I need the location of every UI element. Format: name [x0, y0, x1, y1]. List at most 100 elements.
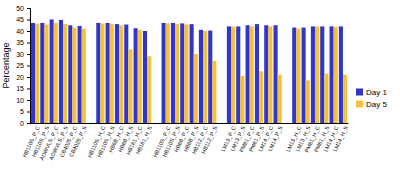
y-tick-label: 20: [16, 74, 24, 81]
bar: [175, 24, 179, 123]
bar: [311, 26, 315, 123]
bar: [35, 24, 39, 123]
y-tick-label: 50: [16, 5, 24, 12]
y-tick-label: 0: [20, 120, 24, 127]
bar: [54, 23, 58, 123]
bars: [31, 20, 347, 124]
bar: [134, 28, 138, 123]
y-tick-mark: [27, 66, 30, 67]
x-tick: CB4025_P_S: [68, 123, 88, 158]
bar: [343, 75, 347, 123]
y-tick: 50: [16, 5, 30, 12]
legend-swatch: [356, 89, 363, 96]
bar: [302, 28, 306, 123]
y-tick-label: 35: [16, 39, 24, 46]
bar: [96, 23, 100, 123]
y-tick-mark: [27, 8, 30, 9]
x-tick-label: LM14_H_S: [332, 125, 349, 153]
bar: [320, 26, 324, 123]
y-tick-label: 5: [20, 108, 24, 115]
bar: [31, 23, 35, 123]
bar: [162, 23, 166, 123]
bar: [231, 26, 235, 123]
y-tick-mark: [27, 54, 30, 55]
bar: [119, 25, 123, 123]
legend-label: Day 5: [366, 100, 387, 109]
x-tick: HB161_H_S: [135, 123, 153, 155]
y-tick-label: 30: [16, 51, 24, 58]
y-tick: 25: [16, 62, 30, 69]
y-tick-label: 45: [16, 16, 24, 23]
y-tick-mark: [27, 31, 30, 32]
bar: [184, 25, 188, 123]
bar: [255, 24, 259, 123]
bar: [124, 25, 128, 123]
bar: [143, 31, 147, 123]
bar: [82, 29, 86, 123]
y-tick-mark: [27, 112, 30, 113]
bar: [315, 26, 319, 123]
series-bars: [31, 20, 343, 124]
y-tick-mark: [27, 100, 30, 101]
bar: [324, 74, 328, 123]
bar: [212, 61, 216, 123]
bar: [250, 26, 254, 123]
y-tick-label: 15: [16, 85, 24, 92]
bar: [78, 26, 82, 123]
legend-label: Day 1: [366, 88, 387, 97]
bar: [110, 24, 114, 123]
bar: [339, 26, 343, 123]
bar: [128, 49, 132, 123]
x-axis: HB110S_P_CHB110S_P_SADWVLS_P_CADWVLS_P_S…: [21, 123, 349, 161]
x-tick-label: HB161_H_S: [135, 125, 153, 156]
y-tick-label: 10: [16, 97, 24, 104]
bar: [264, 25, 268, 123]
bar: [203, 31, 207, 123]
y-tick-mark: [27, 89, 30, 90]
bar: [240, 76, 244, 123]
x-tick-label: CB4025_P_S: [68, 125, 88, 158]
bar: [180, 23, 184, 123]
y-tick: 20: [16, 74, 30, 81]
bar: [171, 23, 175, 123]
bar: [194, 54, 198, 123]
y-tick: 45: [16, 16, 30, 23]
bar: [227, 26, 231, 123]
bar: [166, 23, 170, 123]
y-tick-label: 40: [16, 28, 24, 35]
bar: [208, 31, 212, 123]
y-tick: 35: [16, 39, 30, 46]
bar: [44, 25, 48, 123]
bar: [274, 25, 278, 123]
bar: [199, 30, 203, 123]
bar: [40, 23, 44, 123]
y-tick: 15: [16, 85, 30, 92]
chart: 0 5 10 15 20 25 30 35 40 45 50 HB110S_P_CHB110S_P_S…: [0, 0, 400, 175]
legend-swatch: [356, 101, 363, 108]
bar: [100, 24, 104, 123]
bar: [296, 29, 300, 123]
y-axis-line: [27, 9, 31, 124]
y-tick-mark: [27, 20, 30, 21]
bar: [259, 71, 263, 123]
bar: [334, 27, 338, 123]
plot: 0 5 10 15 20 25 30 35 40 45 50 HB110S_P_CHB110S_P_S…: [16, 5, 349, 161]
x-tick: LM14_P_S: [267, 123, 284, 152]
bar: [246, 25, 250, 123]
x-tick-label: HB112_P_S: [200, 125, 218, 155]
legend-entry: Day 1: [356, 88, 387, 97]
bar: [115, 24, 119, 123]
bar: [63, 24, 67, 123]
bar: [330, 26, 334, 123]
bar: [190, 24, 194, 123]
bar: [278, 75, 282, 123]
bar: [236, 26, 240, 123]
y-tick-mark: [27, 123, 30, 124]
x-tick: LM14_H_S: [332, 123, 349, 153]
bar: [147, 56, 151, 123]
y-tick: 30: [16, 51, 30, 58]
bar: [306, 80, 310, 123]
series-bars: [35, 23, 347, 123]
x-tick: HB112_P_S: [200, 123, 218, 155]
bar: [268, 26, 272, 123]
